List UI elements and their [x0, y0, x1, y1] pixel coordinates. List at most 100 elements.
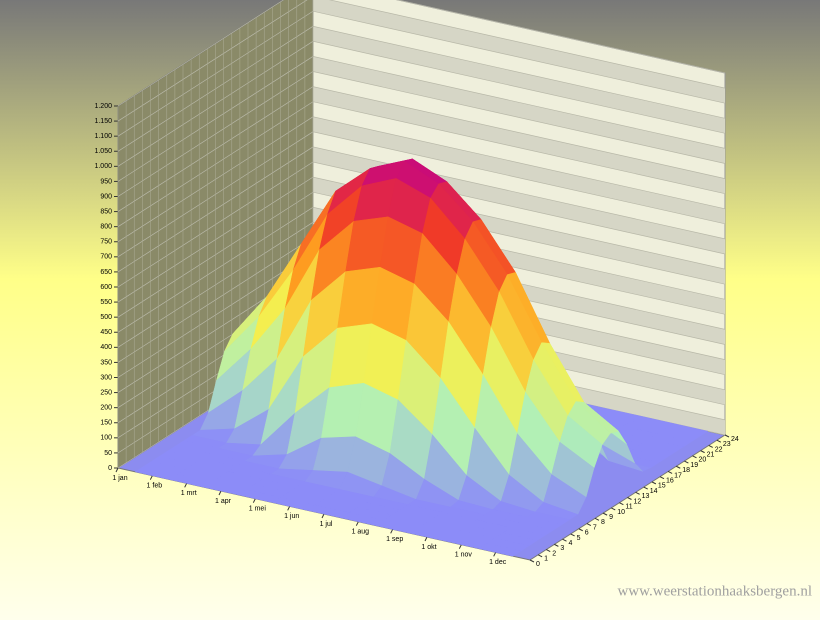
y-tick-label: 1.050 — [94, 148, 112, 155]
y-tick-label: 300 — [100, 374, 112, 381]
y-tick-label: 750 — [100, 239, 112, 246]
hour-tick-label: 7 — [593, 524, 597, 531]
hour-tick — [643, 486, 648, 490]
wall-band — [313, 116, 725, 224]
hour-tick — [635, 491, 640, 495]
x-tick-label: 1 feb — [147, 483, 163, 490]
surface-cell — [477, 543, 522, 557]
hour-tick — [651, 481, 657, 485]
hour-tick-label: 15 — [658, 483, 666, 490]
hour-tick-label: 10 — [617, 509, 625, 516]
y-tick-label: 1.100 — [94, 133, 112, 140]
hour-tick-label: 8 — [601, 519, 605, 526]
hour-tick — [708, 444, 713, 448]
hour-tick — [537, 554, 543, 558]
x-tick — [184, 483, 188, 488]
y-tick-label: 1.000 — [94, 163, 112, 170]
hour-tick — [676, 465, 681, 469]
x-tick — [493, 552, 497, 557]
x-tick-label: 1 sep — [386, 536, 403, 543]
hour-tick-label: 21 — [707, 451, 715, 458]
hour-tick — [562, 538, 567, 542]
y-tick-label: 200 — [100, 405, 112, 412]
hour-tick-label: 11 — [625, 504, 632, 511]
hour-tick-label: 5 — [577, 535, 581, 542]
y-tick-label: 100 — [100, 435, 112, 442]
x-tick-label: 1 nov — [455, 552, 473, 559]
plot — [134, 158, 709, 557]
y-tick-label: 250 — [100, 389, 112, 396]
x-tick-label: 1 apr — [215, 498, 232, 505]
hour-tick-label: 14 — [650, 488, 658, 495]
hour-tick — [684, 460, 689, 464]
hour-tick — [611, 507, 616, 511]
hour-tick — [659, 476, 665, 480]
hour-tick — [529, 559, 535, 563]
hour-tick-label: 18 — [682, 467, 690, 474]
x-tick — [321, 513, 325, 519]
hour-tick-label: 2 — [552, 550, 556, 557]
hour-tick — [692, 455, 697, 459]
x-tick — [149, 475, 153, 480]
hour-tick — [570, 533, 575, 537]
x-tick-label: 1 mrt — [181, 490, 197, 497]
x-tick — [390, 529, 394, 534]
hour-tick-label: 16 — [666, 478, 674, 485]
hour-tick-label: 24 — [731, 436, 739, 443]
hour-tick-label: 13 — [642, 493, 650, 500]
hour-tick-label: 23 — [723, 441, 731, 448]
hour-tick — [700, 450, 705, 454]
hour-tick-label: 17 — [674, 472, 682, 479]
y-tick-label: 600 — [100, 284, 112, 291]
x-tick — [458, 544, 462, 549]
x-tick-label: 1 jan — [112, 475, 127, 482]
x-tick-label: 1 jun — [284, 513, 299, 520]
hour-tick-label: 9 — [609, 514, 613, 521]
y-tick-label: 150 — [100, 420, 112, 427]
y-tick-label: 700 — [100, 254, 112, 261]
y-tick-label: 950 — [100, 178, 112, 185]
x-tick-label: 1 aug — [352, 529, 370, 536]
hour-tick-label: 20 — [699, 457, 707, 464]
wall-band — [313, 56, 725, 164]
hour-tick-label: 3 — [560, 545, 564, 552]
y-tick-label: 900 — [100, 193, 112, 200]
y-tick-label: 450 — [100, 329, 112, 336]
hour-tick-label: 19 — [690, 462, 698, 469]
hour-tick — [546, 549, 551, 553]
x-tick — [355, 521, 359, 526]
y-tick-label: 800 — [100, 224, 112, 231]
hour-tick-label: 0 — [536, 561, 540, 568]
hour-tick — [578, 528, 583, 532]
hour-tick — [627, 497, 632, 500]
x-tick — [252, 498, 256, 503]
hour-tick — [619, 502, 624, 506]
x-tick-label: 1 jul — [320, 521, 333, 528]
y-tick-label: 350 — [100, 359, 112, 366]
hour-tick — [667, 471, 673, 474]
hour-tick — [724, 434, 730, 438]
y-tick-label: 500 — [100, 314, 112, 321]
y-tick-label: 0 — [108, 465, 112, 472]
y-tick-label: 1.200 — [94, 103, 112, 110]
x-tick — [287, 506, 291, 511]
y-tick-label: 1.150 — [94, 118, 112, 125]
hour-tick-label: 1 — [544, 556, 548, 563]
wall-band — [313, 0, 725, 104]
hour-tick — [554, 543, 559, 547]
x-tick-label: 1 okt — [421, 544, 436, 551]
y-tick-label: 50 — [104, 450, 112, 457]
y-tick-label: 550 — [100, 299, 112, 306]
wall-band — [313, 26, 725, 134]
hour-tick-label: 22 — [715, 446, 723, 453]
hour-tick-label: 6 — [585, 530, 589, 537]
x-tick — [218, 490, 222, 496]
y-tick-label: 650 — [100, 269, 112, 276]
watermark: www.weerstationhaaksbergen.nl — [617, 583, 812, 599]
wall-band — [313, 86, 725, 194]
hour-tick — [716, 439, 722, 443]
hour-tick — [602, 512, 608, 516]
x-tick — [424, 536, 428, 542]
y-tick-label: 400 — [100, 344, 112, 351]
